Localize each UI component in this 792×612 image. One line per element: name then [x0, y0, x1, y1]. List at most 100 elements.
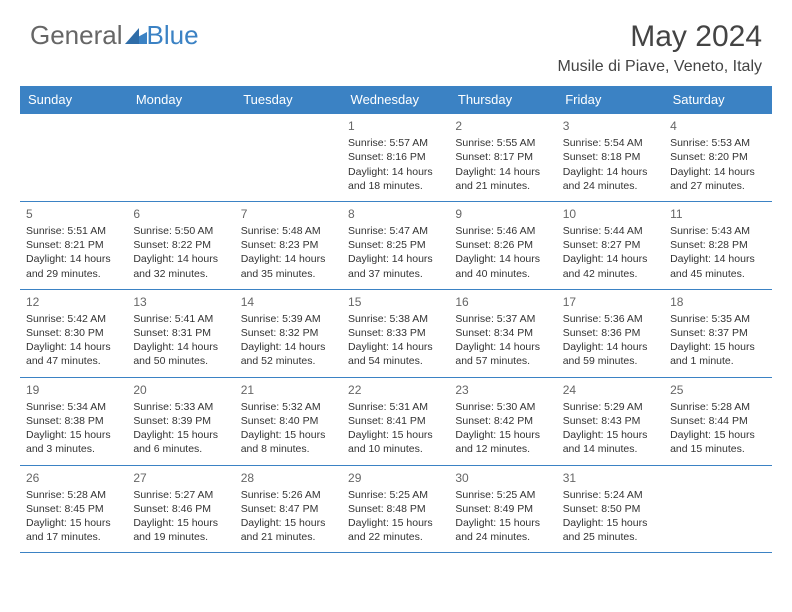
calendar-cell	[664, 465, 771, 553]
sunrise-text: Sunrise: 5:35 AM	[670, 312, 765, 326]
day-number: 12	[26, 294, 121, 310]
sunrise-text: Sunrise: 5:46 AM	[455, 224, 550, 238]
calendar-cell: 19Sunrise: 5:34 AMSunset: 8:38 PMDayligh…	[20, 377, 127, 465]
sunrise-text: Sunrise: 5:53 AM	[670, 136, 765, 150]
day-number: 22	[348, 382, 443, 398]
sunset-text: Sunset: 8:50 PM	[563, 502, 658, 516]
calendar-cell: 4Sunrise: 5:53 AMSunset: 8:20 PMDaylight…	[664, 114, 771, 202]
sunset-text: Sunset: 8:28 PM	[670, 238, 765, 252]
day-number: 7	[241, 206, 336, 222]
sunrise-text: Sunrise: 5:38 AM	[348, 312, 443, 326]
sunrise-text: Sunrise: 5:25 AM	[348, 488, 443, 502]
day-number: 17	[563, 294, 658, 310]
calendar-cell: 9Sunrise: 5:46 AMSunset: 8:26 PMDaylight…	[449, 201, 556, 289]
calendar-cell: 13Sunrise: 5:41 AMSunset: 8:31 PMDayligh…	[127, 289, 234, 377]
sunrise-text: Sunrise: 5:48 AM	[241, 224, 336, 238]
sunrise-text: Sunrise: 5:33 AM	[133, 400, 228, 414]
day-number: 1	[348, 118, 443, 134]
calendar-cell: 6Sunrise: 5:50 AMSunset: 8:22 PMDaylight…	[127, 201, 234, 289]
calendar-cell: 1 Sunrise: 5:57 AMSunset: 8:16 PMDaylight…	[342, 114, 449, 202]
sunrise-text: Sunrise: 5:28 AM	[26, 488, 121, 502]
day-number: 18	[670, 294, 765, 310]
sunrise-text: Sunrise: 5:41 AM	[133, 312, 228, 326]
sunrise-text: Sunrise: 5:36 AM	[563, 312, 658, 326]
sunrise-text: Sunrise: 5:54 AM	[563, 136, 658, 150]
sunrise-text: Sunrise: 5:44 AM	[563, 224, 658, 238]
calendar-cell: 11Sunrise: 5:43 AMSunset: 8:28 PMDayligh…	[664, 201, 771, 289]
sunrise-text: Sunrise: 5:57 AM	[348, 136, 443, 150]
sunset-text: Sunset: 8:16 PM	[348, 150, 443, 164]
daylight-text: Daylight: 15 hours and 17 minutes.	[26, 516, 121, 544]
daylight-text: Daylight: 14 hours and 29 minutes.	[26, 252, 121, 280]
sunset-text: Sunset: 8:34 PM	[455, 326, 550, 340]
calendar-cell: 12 Sunrise: 5:42 AMSunset: 8:30 PMDayligh…	[20, 289, 127, 377]
calendar-cell: 18Sunrise: 5:35 AMSunset: 8:37 PMDayligh…	[664, 289, 771, 377]
day-header: Monday	[127, 86, 234, 114]
day-number: 19	[26, 382, 121, 398]
daylight-text: Daylight: 14 hours and 47 minutes.	[26, 340, 121, 368]
title-block: May 2024 Musile di Piave, Veneto, Italy	[557, 20, 762, 76]
daylight-text: Daylight: 14 hours and 24 minutes.	[563, 165, 658, 193]
calendar-cell: 29Sunrise: 5:25 AMSunset: 8:48 PMDayligh…	[342, 465, 449, 553]
day-number: 13	[133, 294, 228, 310]
daylight-text: Daylight: 15 hours and 10 minutes.	[348, 428, 443, 456]
calendar-cell: 2Sunrise: 5:55 AMSunset: 8:17 PMDaylight…	[449, 114, 556, 202]
calendar-cell: 31Sunrise: 5:24 AMSunset: 8:50 PMDayligh…	[557, 465, 664, 553]
calendar-cell: 22Sunrise: 5:31 AMSunset: 8:41 PMDayligh…	[342, 377, 449, 465]
sunset-text: Sunset: 8:36 PM	[563, 326, 658, 340]
sunset-text: Sunset: 8:40 PM	[241, 414, 336, 428]
sunrise-text: Sunrise: 5:32 AM	[241, 400, 336, 414]
location: Musile di Piave, Veneto, Italy	[557, 58, 762, 76]
sunset-text: Sunset: 8:30 PM	[26, 326, 121, 340]
day-number: 10	[563, 206, 658, 222]
logo-text-general: General	[30, 20, 123, 51]
sunset-text: Sunset: 8:38 PM	[26, 414, 121, 428]
calendar-cell: 26Sunrise: 5:28 AMSunset: 8:45 PMDayligh…	[20, 465, 127, 553]
daylight-text: Daylight: 15 hours and 6 minutes.	[133, 428, 228, 456]
day-number: 21	[241, 382, 336, 398]
day-header: Thursday	[449, 86, 556, 114]
calendar-cell: 14Sunrise: 5:39 AMSunset: 8:32 PMDayligh…	[235, 289, 342, 377]
sunset-text: Sunset: 8:23 PM	[241, 238, 336, 252]
day-number: 3	[563, 118, 658, 134]
sunset-text: Sunset: 8:47 PM	[241, 502, 336, 516]
calendar-row: 19Sunrise: 5:34 AMSunset: 8:38 PMDayligh…	[20, 377, 772, 465]
daylight-text: Daylight: 15 hours and 15 minutes.	[670, 428, 765, 456]
sunset-text: Sunset: 8:44 PM	[670, 414, 765, 428]
calendar-cell: 16Sunrise: 5:37 AMSunset: 8:34 PMDayligh…	[449, 289, 556, 377]
daylight-text: Daylight: 15 hours and 8 minutes.	[241, 428, 336, 456]
daylight-text: Daylight: 15 hours and 3 minutes.	[26, 428, 121, 456]
day-number: 28	[241, 470, 336, 486]
day-header: Sunday	[20, 86, 127, 114]
sunset-text: Sunset: 8:46 PM	[133, 502, 228, 516]
sunset-text: Sunset: 8:20 PM	[670, 150, 765, 164]
sunset-text: Sunset: 8:45 PM	[26, 502, 121, 516]
sunrise-text: Sunrise: 5:37 AM	[455, 312, 550, 326]
calendar-cell: 27Sunrise: 5:27 AMSunset: 8:46 PMDayligh…	[127, 465, 234, 553]
daylight-text: Daylight: 14 hours and 18 minutes.	[348, 165, 443, 193]
sunrise-text: Sunrise: 5:51 AM	[26, 224, 121, 238]
sunrise-text: Sunrise: 5:42 AM	[26, 312, 121, 326]
calendar-cell: 24Sunrise: 5:29 AMSunset: 8:43 PMDayligh…	[557, 377, 664, 465]
daylight-text: Daylight: 15 hours and 12 minutes.	[455, 428, 550, 456]
day-number: 24	[563, 382, 658, 398]
daylight-text: Daylight: 15 hours and 25 minutes.	[563, 516, 658, 544]
daylight-text: Daylight: 15 hours and 22 minutes.	[348, 516, 443, 544]
calendar-cell	[20, 114, 127, 202]
sunset-text: Sunset: 8:26 PM	[455, 238, 550, 252]
day-number: 11	[670, 206, 765, 222]
header: General Blue May 2024 Musile di Piave, V…	[0, 0, 792, 86]
sunrise-text: Sunrise: 5:30 AM	[455, 400, 550, 414]
calendar-cell: 5Sunrise: 5:51 AMSunset: 8:21 PMDaylight…	[20, 201, 127, 289]
daylight-text: Daylight: 14 hours and 35 minutes.	[241, 252, 336, 280]
day-number: 23	[455, 382, 550, 398]
day-number: 15	[348, 294, 443, 310]
sunset-text: Sunset: 8:17 PM	[455, 150, 550, 164]
daylight-text: Daylight: 14 hours and 37 minutes.	[348, 252, 443, 280]
sunset-text: Sunset: 8:42 PM	[455, 414, 550, 428]
day-number: 27	[133, 470, 228, 486]
sunrise-text: Sunrise: 5:39 AM	[241, 312, 336, 326]
sunset-text: Sunset: 8:22 PM	[133, 238, 228, 252]
day-number: 29	[348, 470, 443, 486]
calendar-cell: 25Sunrise: 5:28 AMSunset: 8:44 PMDayligh…	[664, 377, 771, 465]
